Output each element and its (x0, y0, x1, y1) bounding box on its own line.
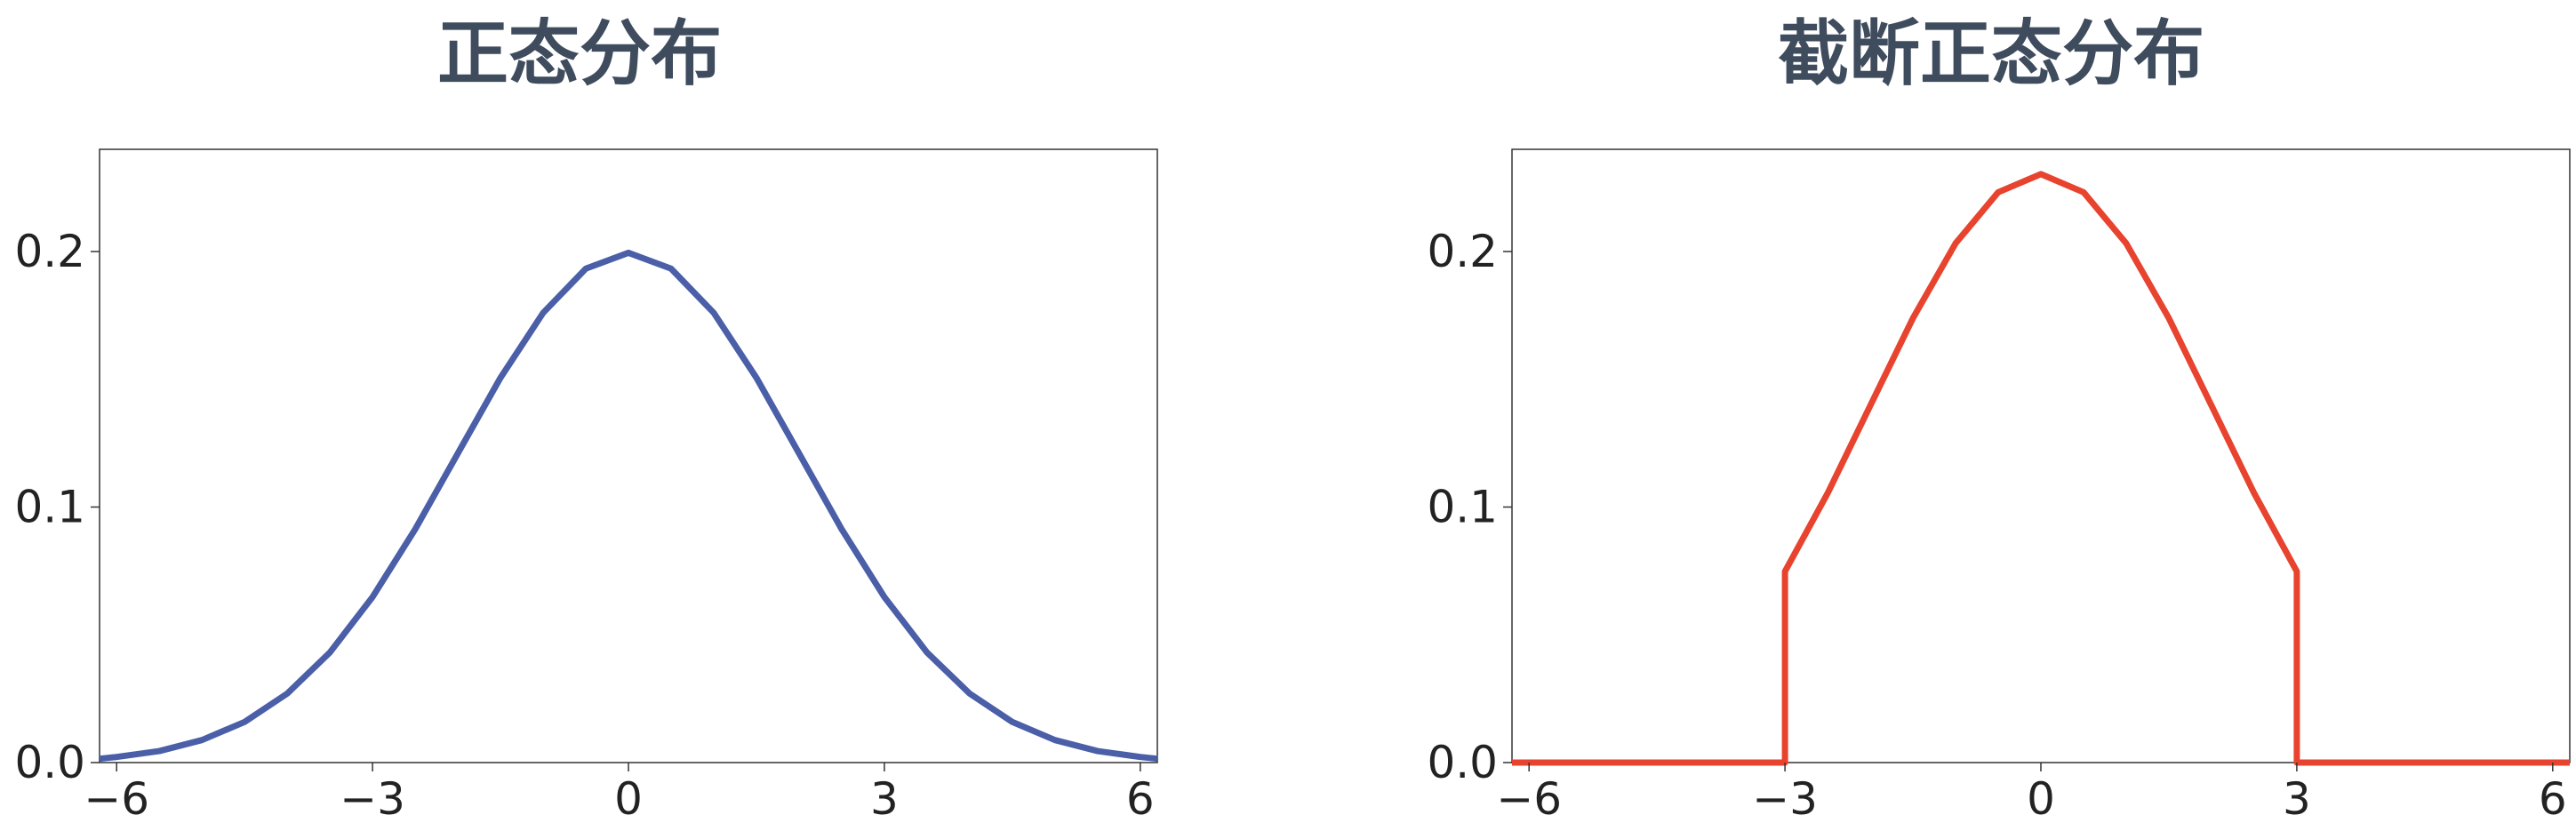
x-tick-label: 6 (1126, 773, 1155, 825)
series-line-0 (99, 249, 1158, 763)
x-tick-label: −3 (1752, 773, 1818, 825)
x-tick-label: −6 (1496, 773, 1562, 825)
chart-title: 正态分布 (437, 12, 722, 95)
y-tick-label: 0.0 (14, 737, 85, 788)
plot-area-frame (1511, 148, 2571, 763)
y-tick-label: 0.0 (1427, 737, 1498, 788)
x-tick-label: 6 (2539, 773, 2567, 825)
x-tick-label: 0 (614, 773, 643, 825)
y-tick-label: 0.1 (1427, 482, 1498, 533)
y-tick-label: 0.2 (1427, 226, 1498, 277)
normal-distribution-chart: 正态分布 −6 −3 0 3 6 0.0 0.1 0.2 (14, 12, 1158, 825)
truncated-normal-distribution-chart: 截断正态分布 −6 −3 0 3 6 0.0 0.1 0.2 (1427, 12, 2571, 825)
x-tick-label: 3 (2283, 773, 2311, 825)
x-tick-label: 3 (870, 773, 899, 825)
x-tick-label: 0 (2027, 773, 2055, 825)
series-line-0 (1512, 171, 2570, 766)
x-tick-label: −3 (340, 773, 405, 825)
y-tick-label: 0.2 (14, 226, 85, 277)
chart-title: 截断正态分布 (1778, 12, 2204, 95)
plot-area-frame (99, 148, 1158, 763)
y-tick-label: 0.1 (14, 482, 85, 533)
x-tick-label: −6 (84, 773, 149, 825)
